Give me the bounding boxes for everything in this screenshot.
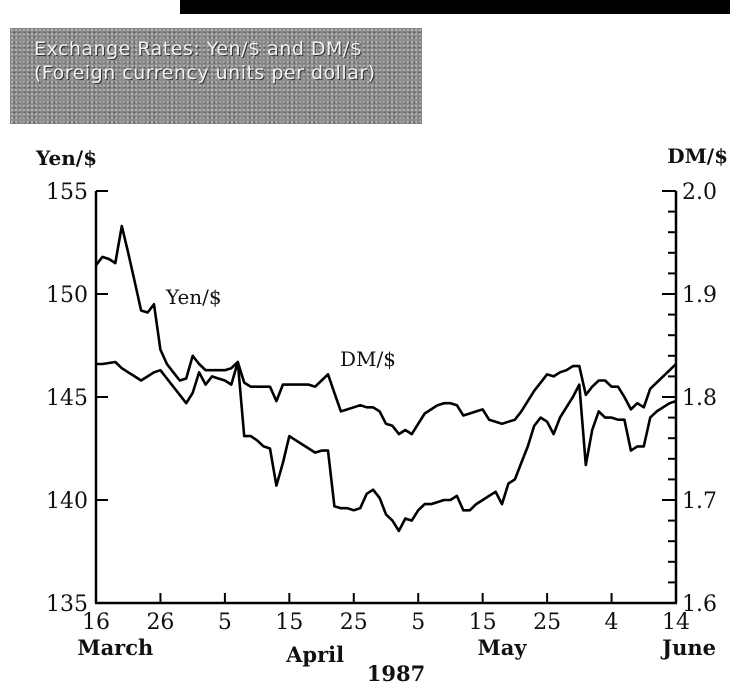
x-tick-label: 15 [469,610,497,635]
right-y-tick-label: 1.8 [682,386,717,411]
x-tick-label: 25 [533,610,561,635]
month-label: March [77,635,153,660]
left-y-tick-label: 140 [46,489,88,514]
month-label: May [477,635,527,660]
x-tick-label: 4 [605,610,619,635]
x-tick-label: 14 [662,610,690,635]
x-tick-label: 16 [82,610,110,635]
chart-title: Exchange Rates: Yen/$ and DM/$ [34,38,363,60]
yen-series-label: Yen/$ [165,285,222,309]
right-axis-unit: DM/$ [667,144,728,168]
x-tick-label: 5 [218,610,232,635]
x-tick-label: 5 [411,610,425,635]
left-y-tick-label: 145 [46,386,88,411]
left-y-tick-label: 150 [46,283,88,308]
chart-title-box: Exchange Rates: Yen/$ and DM/$ (Foreign … [10,28,422,124]
dm-series-line [96,360,677,436]
right-y-tick-label: 1.7 [682,489,717,514]
left-axis-unit: Yen/$ [35,146,97,170]
year-label: 1987 [367,661,425,686]
x-tick-label: 26 [146,610,174,635]
dm-series-label: DM/$ [340,347,396,371]
right-y-tick-label: 1.9 [682,283,717,308]
chart-subtitle: (Foreign currency units per dollar) [34,62,376,84]
x-tick-label: 25 [340,610,368,635]
yen-series-line [94,224,677,533]
month-label: June [660,635,716,660]
header-bar [180,0,730,14]
right-y-tick-label: 2.0 [682,180,717,205]
left-y-tick-label: 135 [46,592,88,617]
month-label: April [285,642,344,667]
left-y-tick-label: 155 [46,180,88,205]
x-tick-label: 15 [275,610,303,635]
right-y-tick-label: 1.6 [682,592,717,617]
